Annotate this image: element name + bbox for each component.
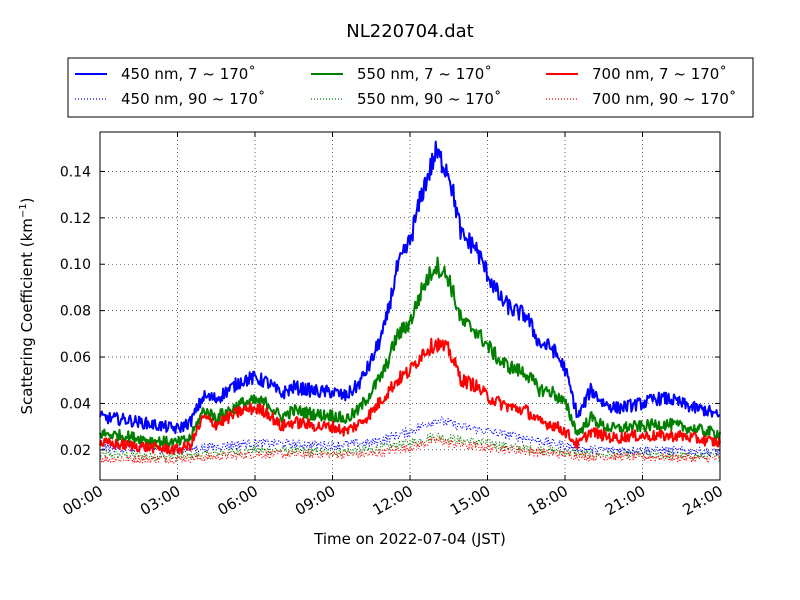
legend-label: 700 nm, 90 ~ 170˚ <box>592 90 736 108</box>
series-line <box>99 436 721 464</box>
y-tick-label: 0.10 <box>60 257 91 273</box>
legend-box <box>67 57 754 118</box>
y-axis-label-close: ) <box>18 197 36 203</box>
y-tick-label: 0.06 <box>60 350 91 366</box>
series-line <box>99 256 721 448</box>
x-axis-label: Time on 2022-07-04 (JST) <box>313 530 506 548</box>
y-tick-labels: 0.02 0.04 0.06 0.08 0.10 0.12 0.14 <box>60 164 91 458</box>
series-line <box>99 432 721 462</box>
legend: 450 nm, 7 ~ 170˚ 550 nm, 7 ~ 170˚ 700 nm, … <box>67 57 754 118</box>
legend-label: 550 nm, 90 ~ 170˚ <box>357 90 501 108</box>
legend-label: 450 nm, 7 ~ 170˚ <box>121 65 256 83</box>
series-line <box>99 140 721 435</box>
legend-label: 450 nm, 90 ~ 170˚ <box>121 90 265 108</box>
y-axis-label-main: Scattering Coefficient (km <box>18 218 36 414</box>
series-group <box>99 140 721 464</box>
y-tick-label: 0.08 <box>60 304 91 320</box>
y-axis-label-superscript: −1 <box>18 203 29 218</box>
y-axis-label: Scattering Coefficient (km−1) <box>18 197 36 414</box>
y-tick-label: 0.02 <box>60 443 91 459</box>
chart-title: NL220704.dat <box>346 21 473 42</box>
legend-label: 550 nm, 7 ~ 170˚ <box>357 65 492 83</box>
series-line <box>99 416 721 457</box>
axis-ticks <box>99 132 721 480</box>
legend-items: 450 nm, 7 ~ 170˚ 550 nm, 7 ~ 170˚ 700 nm, … <box>75 65 736 108</box>
y-tick-label: 0.04 <box>60 396 91 412</box>
legend-label: 700 nm, 7 ~ 170˚ <box>592 65 727 83</box>
y-tick-label: 0.14 <box>60 164 91 180</box>
series-line <box>99 337 721 455</box>
y-tick-label: 0.12 <box>60 211 91 227</box>
